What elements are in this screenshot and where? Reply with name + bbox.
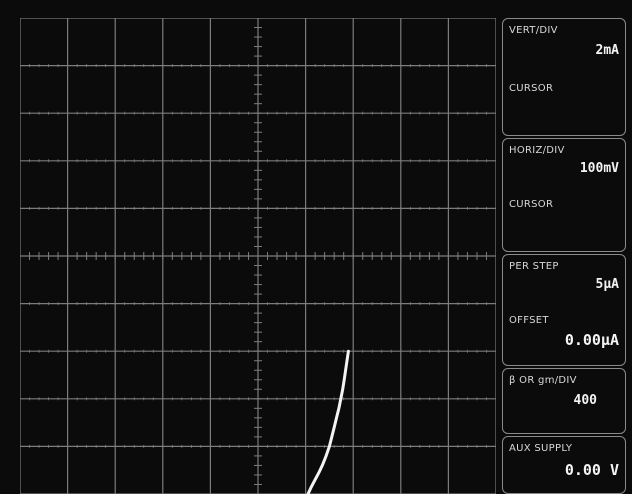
- aux-supply-value: 0.00 V: [564, 461, 619, 479]
- aux-supply-group: AUX SUPPLY 0.00 V: [502, 436, 626, 494]
- trace-curve: [306, 349, 350, 494]
- graticule: [20, 18, 496, 494]
- offset-label: OFFSET: [509, 315, 549, 326]
- vert-div-group: VERT/DIV 2mA CURSOR: [502, 18, 626, 136]
- offset-value: 0.00μA: [564, 331, 619, 349]
- vert-cursor-label: CURSOR: [509, 83, 554, 94]
- step-group: PER STEP 5μA OFFSET 0.00μA: [502, 254, 626, 366]
- beta-group: β OR gm/DIV 400: [502, 368, 626, 434]
- readout-panel: VERT/DIV 2mA CURSOR HORIZ/DIV 100mV CURS…: [498, 18, 630, 494]
- beta-value: 400: [573, 393, 597, 408]
- center-axis-ticks: [20, 18, 487, 485]
- horiz-div-label: HORIZ/DIV: [509, 145, 565, 156]
- horiz-div-value: 100mV: [579, 161, 619, 176]
- beta-label: β OR gm/DIV: [509, 375, 577, 386]
- vert-div-label: VERT/DIV: [509, 25, 558, 36]
- graticule-grid: [20, 18, 496, 494]
- aux-supply-label: AUX SUPPLY: [509, 443, 573, 454]
- per-step-label: PER STEP: [509, 261, 559, 272]
- per-step-value: 5μA: [595, 277, 619, 292]
- horiz-div-group: HORIZ/DIV 100mV CURSOR: [502, 138, 626, 252]
- horiz-cursor-label: CURSOR: [509, 199, 554, 210]
- vert-div-value: 2mA: [595, 43, 619, 58]
